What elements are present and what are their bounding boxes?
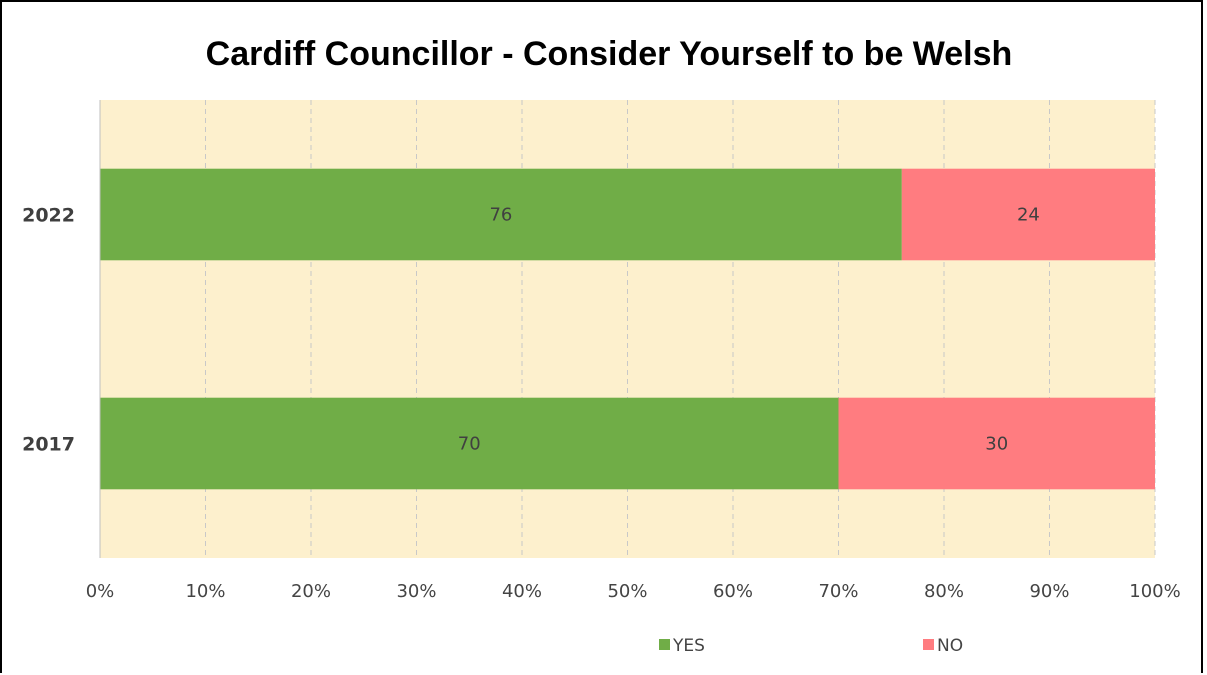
category-label: 2017 (22, 434, 75, 456)
bar-yes-2022 (100, 168, 902, 261)
x-tick-label: 30% (396, 581, 436, 602)
legend-swatch-no (923, 639, 934, 650)
data-label: 70 (458, 434, 481, 455)
data-label: 24 (1017, 205, 1040, 226)
data-label: 30 (985, 434, 1008, 455)
bar-no-2017 (838, 397, 1155, 490)
x-tick-label: 100% (1129, 581, 1180, 602)
legend-label: NO (937, 636, 963, 656)
x-tick-label: 80% (924, 581, 964, 602)
x-tick-label: 10% (185, 581, 225, 602)
legend: YES NO (659, 636, 963, 656)
bar-yes-2017 (100, 397, 839, 490)
x-tick-label: 20% (291, 581, 331, 602)
data-label: 76 (489, 205, 512, 226)
bar-no-2022 (901, 168, 1155, 261)
category-label: 2022 (22, 205, 75, 227)
axes: 0% 10% 20% 30% 40% 50% 60% 70% 80% 90% 100% 2022 201… (22, 100, 1181, 602)
x-tick-label: 70% (818, 581, 858, 602)
chart-title: Cardiff Councillor - Consider Yourself t… (206, 35, 1013, 73)
legend-swatch-yes (659, 639, 670, 650)
bars: 76 24 70 30 (100, 168, 1155, 490)
x-tick-label: 60% (713, 581, 753, 602)
x-tick-label: 40% (502, 581, 542, 602)
x-tick-label: 50% (607, 581, 647, 602)
legend-label: YES (672, 636, 705, 656)
x-tick-label: 90% (1029, 581, 1069, 602)
x-tick-label: 0% (86, 581, 115, 602)
